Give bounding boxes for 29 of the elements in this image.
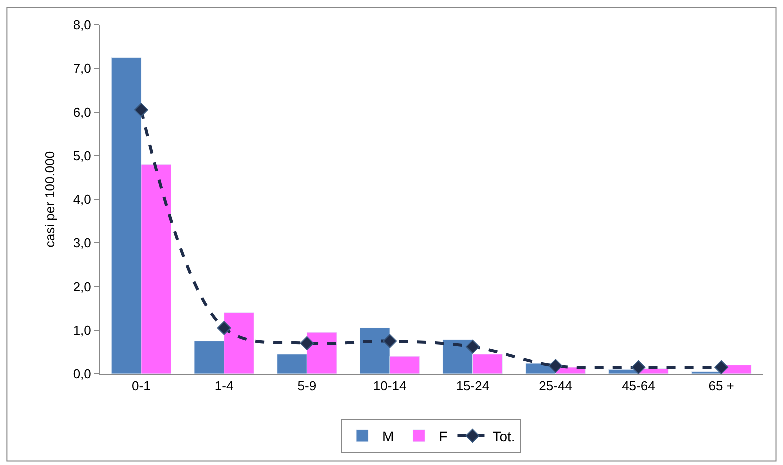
point xyxy=(466,340,480,354)
x-tick-label: 25-44 xyxy=(539,378,572,394)
x-tick-label: 0-1 xyxy=(132,378,151,394)
x-tick-label: 15-24 xyxy=(456,378,490,394)
y-tick-label: 7,0 xyxy=(73,61,92,76)
legend-label: Tot. xyxy=(492,428,516,444)
x-tick-label: 65 + xyxy=(708,378,734,394)
y-axis-title: casi per 100.000 xyxy=(42,151,58,248)
x-tick-label: 1-4 xyxy=(214,378,234,394)
x-tick-label: 45-64 xyxy=(622,378,656,394)
point xyxy=(134,103,148,118)
point xyxy=(300,336,314,350)
y-tick-label: 6,0 xyxy=(73,104,92,120)
point xyxy=(383,334,398,348)
y-tick-label: 3,0 xyxy=(73,236,92,251)
x-tick-label: 5-9 xyxy=(298,378,317,394)
y-tick-label: 5,0 xyxy=(73,148,92,164)
point xyxy=(714,360,729,374)
legend-label: F xyxy=(439,428,448,444)
legend-label: M xyxy=(382,428,394,444)
y-tick-label: 8,0 xyxy=(73,18,92,33)
x-tick-label: 10-14 xyxy=(373,378,407,394)
point xyxy=(217,321,232,336)
point xyxy=(632,360,646,374)
y-tick-label: 4,0 xyxy=(73,192,92,208)
y-tick-label: 2,0 xyxy=(73,279,92,294)
y-tick-label: 1,0 xyxy=(73,322,92,338)
y-tick-label: 0,0 xyxy=(73,366,92,382)
point xyxy=(548,359,563,374)
